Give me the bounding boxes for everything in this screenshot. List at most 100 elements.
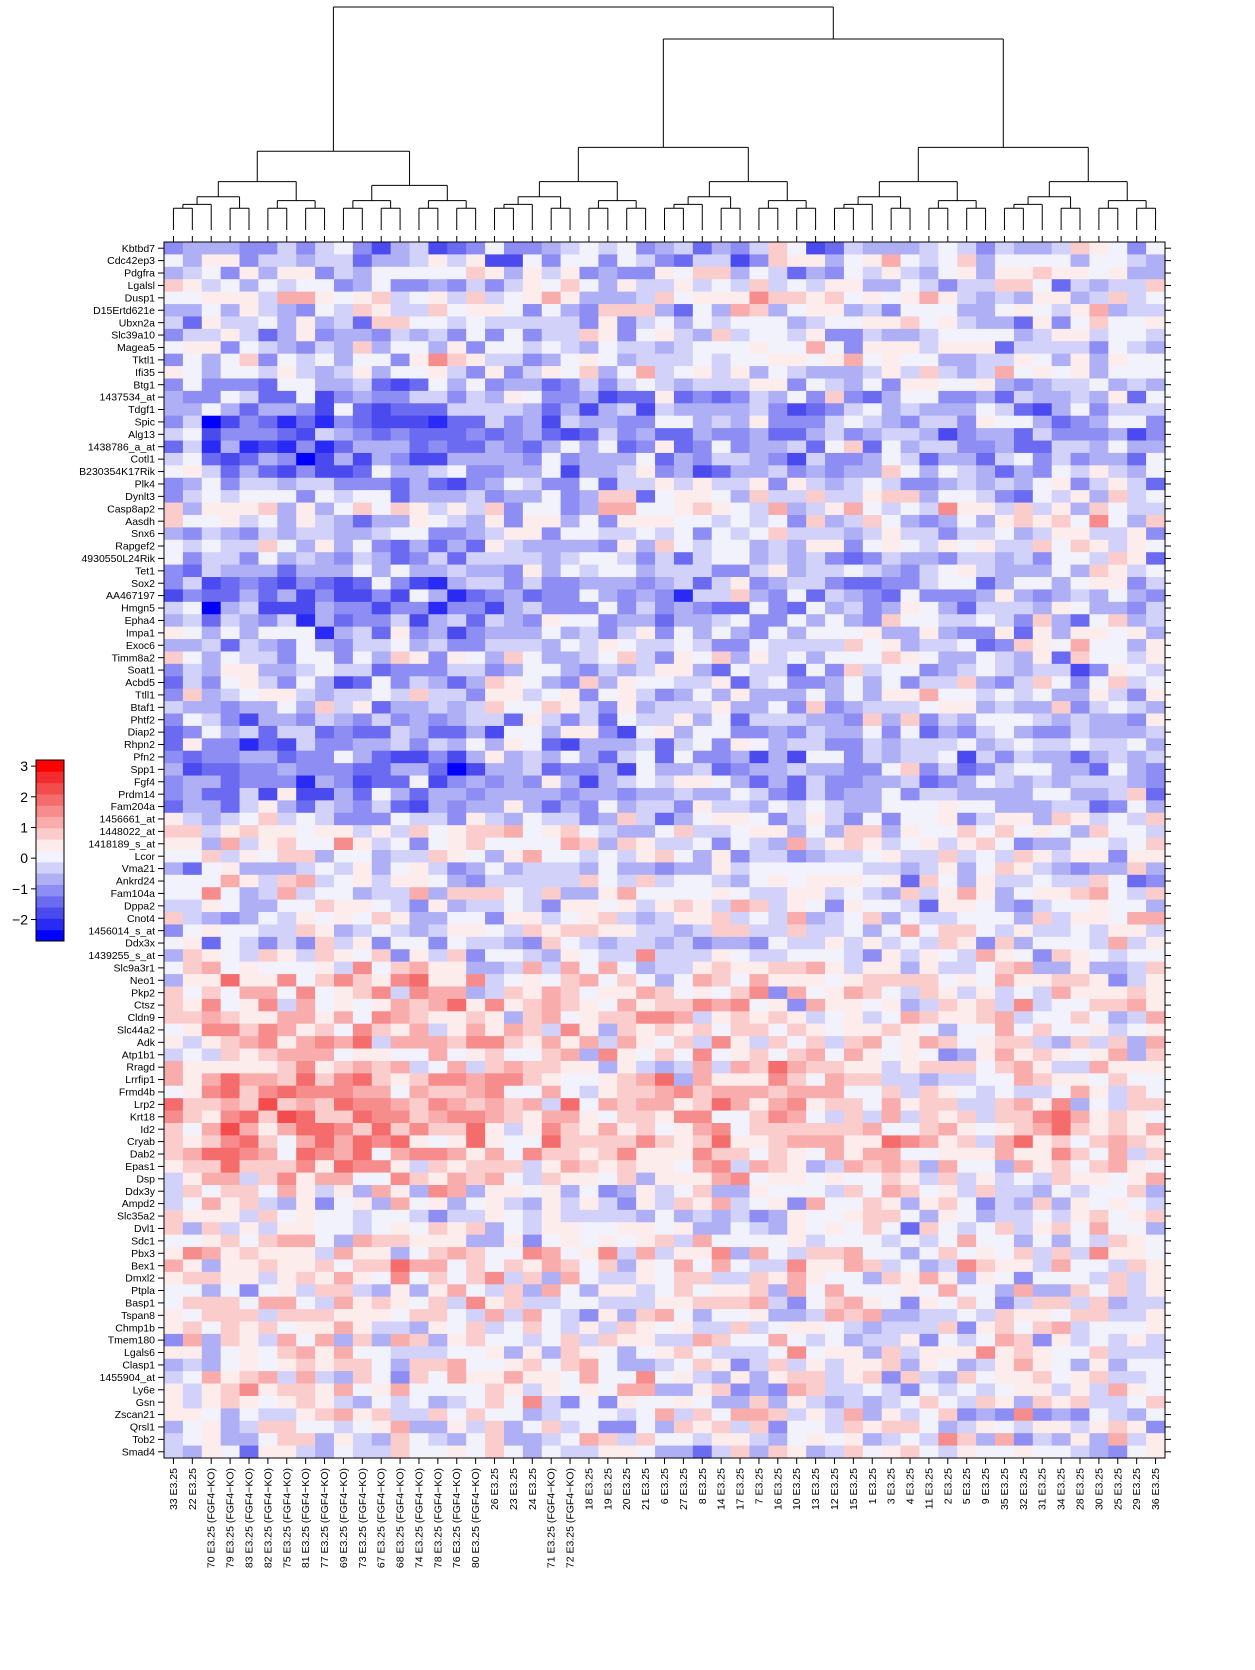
heatmap-cell — [315, 614, 335, 628]
heatmap-cell — [579, 242, 599, 256]
heatmap-cell — [655, 242, 675, 256]
heatmap-cell — [1108, 1135, 1128, 1149]
heatmap-cell — [220, 1036, 241, 1050]
heatmap-cell — [315, 428, 335, 442]
heatmap-cell — [390, 341, 411, 355]
heatmap-cell — [1127, 887, 1147, 901]
heatmap-cell — [655, 787, 675, 801]
heatmap-cell — [296, 663, 316, 677]
heatmap-cell — [333, 490, 354, 504]
heatmap-cell — [352, 328, 373, 342]
heatmap-cell — [825, 763, 845, 777]
heatmap-cell — [617, 899, 637, 913]
heatmap-cell — [749, 577, 769, 591]
heatmap-cell — [220, 837, 241, 851]
heatmap-cell — [428, 1147, 448, 1161]
heatmap-cell — [655, 539, 675, 553]
heatmap-cell — [466, 1259, 486, 1273]
heatmap-cell — [1070, 577, 1091, 591]
heatmap-cell — [655, 390, 675, 404]
heatmap-cell — [976, 1284, 996, 1298]
heatmap-cell — [768, 787, 788, 801]
heatmap-cell — [522, 874, 543, 888]
heatmap-cell — [995, 552, 1015, 566]
heatmap-cell — [428, 1110, 448, 1124]
heatmap-cell — [371, 899, 392, 913]
heatmap-cell — [466, 1036, 486, 1050]
heatmap-cell — [1051, 564, 1072, 578]
heatmap-cell — [919, 1073, 939, 1087]
heatmap-cell — [541, 1333, 562, 1347]
heatmap-cell — [503, 1222, 524, 1236]
heatmap-cell — [541, 725, 562, 739]
heatmap-cell — [692, 1333, 713, 1347]
heatmap-cell — [938, 1060, 958, 1074]
heatmap-cell — [428, 1271, 448, 1285]
heatmap-cell — [806, 390, 826, 404]
heatmap-cell — [1146, 998, 1166, 1012]
heatmap-cell — [711, 725, 732, 739]
heatmap-cell — [1013, 998, 1034, 1012]
heatmap-cell — [617, 663, 637, 677]
heatmap-cell — [1032, 949, 1053, 963]
heatmap-cell — [862, 825, 883, 839]
heatmap-cell — [957, 341, 977, 355]
heatmap-cell — [749, 539, 769, 553]
heatmap-cell — [711, 1185, 732, 1199]
heatmap-cell — [730, 663, 751, 677]
heatmap-cells — [164, 242, 1166, 1459]
heatmap-cell — [655, 1346, 675, 1360]
heatmap-cell — [1051, 750, 1072, 764]
heatmap-cell — [1146, 738, 1166, 752]
heatmap-cell — [636, 1185, 656, 1199]
heatmap-cell — [787, 1036, 807, 1050]
heatmap-cell — [768, 1333, 788, 1347]
heatmap-cell — [938, 1259, 958, 1273]
heatmap-cell — [258, 601, 278, 615]
heatmap-cell — [579, 1122, 599, 1136]
heatmap-cell — [1032, 1122, 1053, 1136]
heatmap-cell — [938, 266, 958, 280]
heatmap-cell — [636, 1222, 656, 1236]
heatmap-cell — [409, 1135, 430, 1149]
heatmap-cell — [277, 725, 297, 739]
heatmap-cell — [749, 701, 769, 715]
heatmap-cell — [862, 1098, 883, 1112]
heatmap-cell — [919, 341, 939, 355]
heatmap-cell — [711, 924, 732, 938]
heatmap-cell — [522, 738, 543, 752]
heatmap-cell — [296, 1296, 316, 1310]
heatmap-cell — [560, 1085, 581, 1099]
heatmap-cell — [390, 1271, 411, 1285]
heatmap-cell — [1032, 242, 1053, 256]
heatmap-cell — [692, 254, 713, 268]
heatmap-cell — [579, 527, 599, 541]
heatmap-cell — [711, 1358, 732, 1372]
heatmap-cell — [976, 1346, 996, 1360]
heatmap-cell — [560, 850, 581, 864]
heatmap-cell — [957, 750, 977, 764]
heatmap-cell — [447, 440, 467, 454]
heatmap-cell — [522, 601, 543, 615]
heatmap-cell — [315, 850, 335, 864]
heatmap-cell — [182, 1309, 203, 1323]
heatmap-cell — [277, 477, 297, 491]
heatmap-cell — [541, 1060, 562, 1074]
heatmap-cell — [1146, 936, 1166, 950]
heatmap-cell — [957, 539, 977, 553]
heatmap-cell — [636, 378, 656, 392]
heatmap-cell — [938, 775, 958, 789]
heatmap-cell — [692, 390, 713, 404]
heatmap-cell — [692, 787, 713, 801]
heatmap-cell — [881, 998, 902, 1012]
heatmap-cell — [239, 390, 260, 404]
heatmap-cell — [522, 639, 543, 653]
heatmap-cell — [862, 862, 883, 876]
heatmap-cell — [1108, 738, 1128, 752]
heatmap-cell — [919, 403, 939, 417]
heatmap-cell — [352, 378, 373, 392]
heatmap-cell — [352, 725, 373, 739]
heatmap-cell — [503, 577, 524, 591]
heatmap-cell — [881, 763, 902, 777]
heatmap-cell — [579, 1023, 599, 1037]
